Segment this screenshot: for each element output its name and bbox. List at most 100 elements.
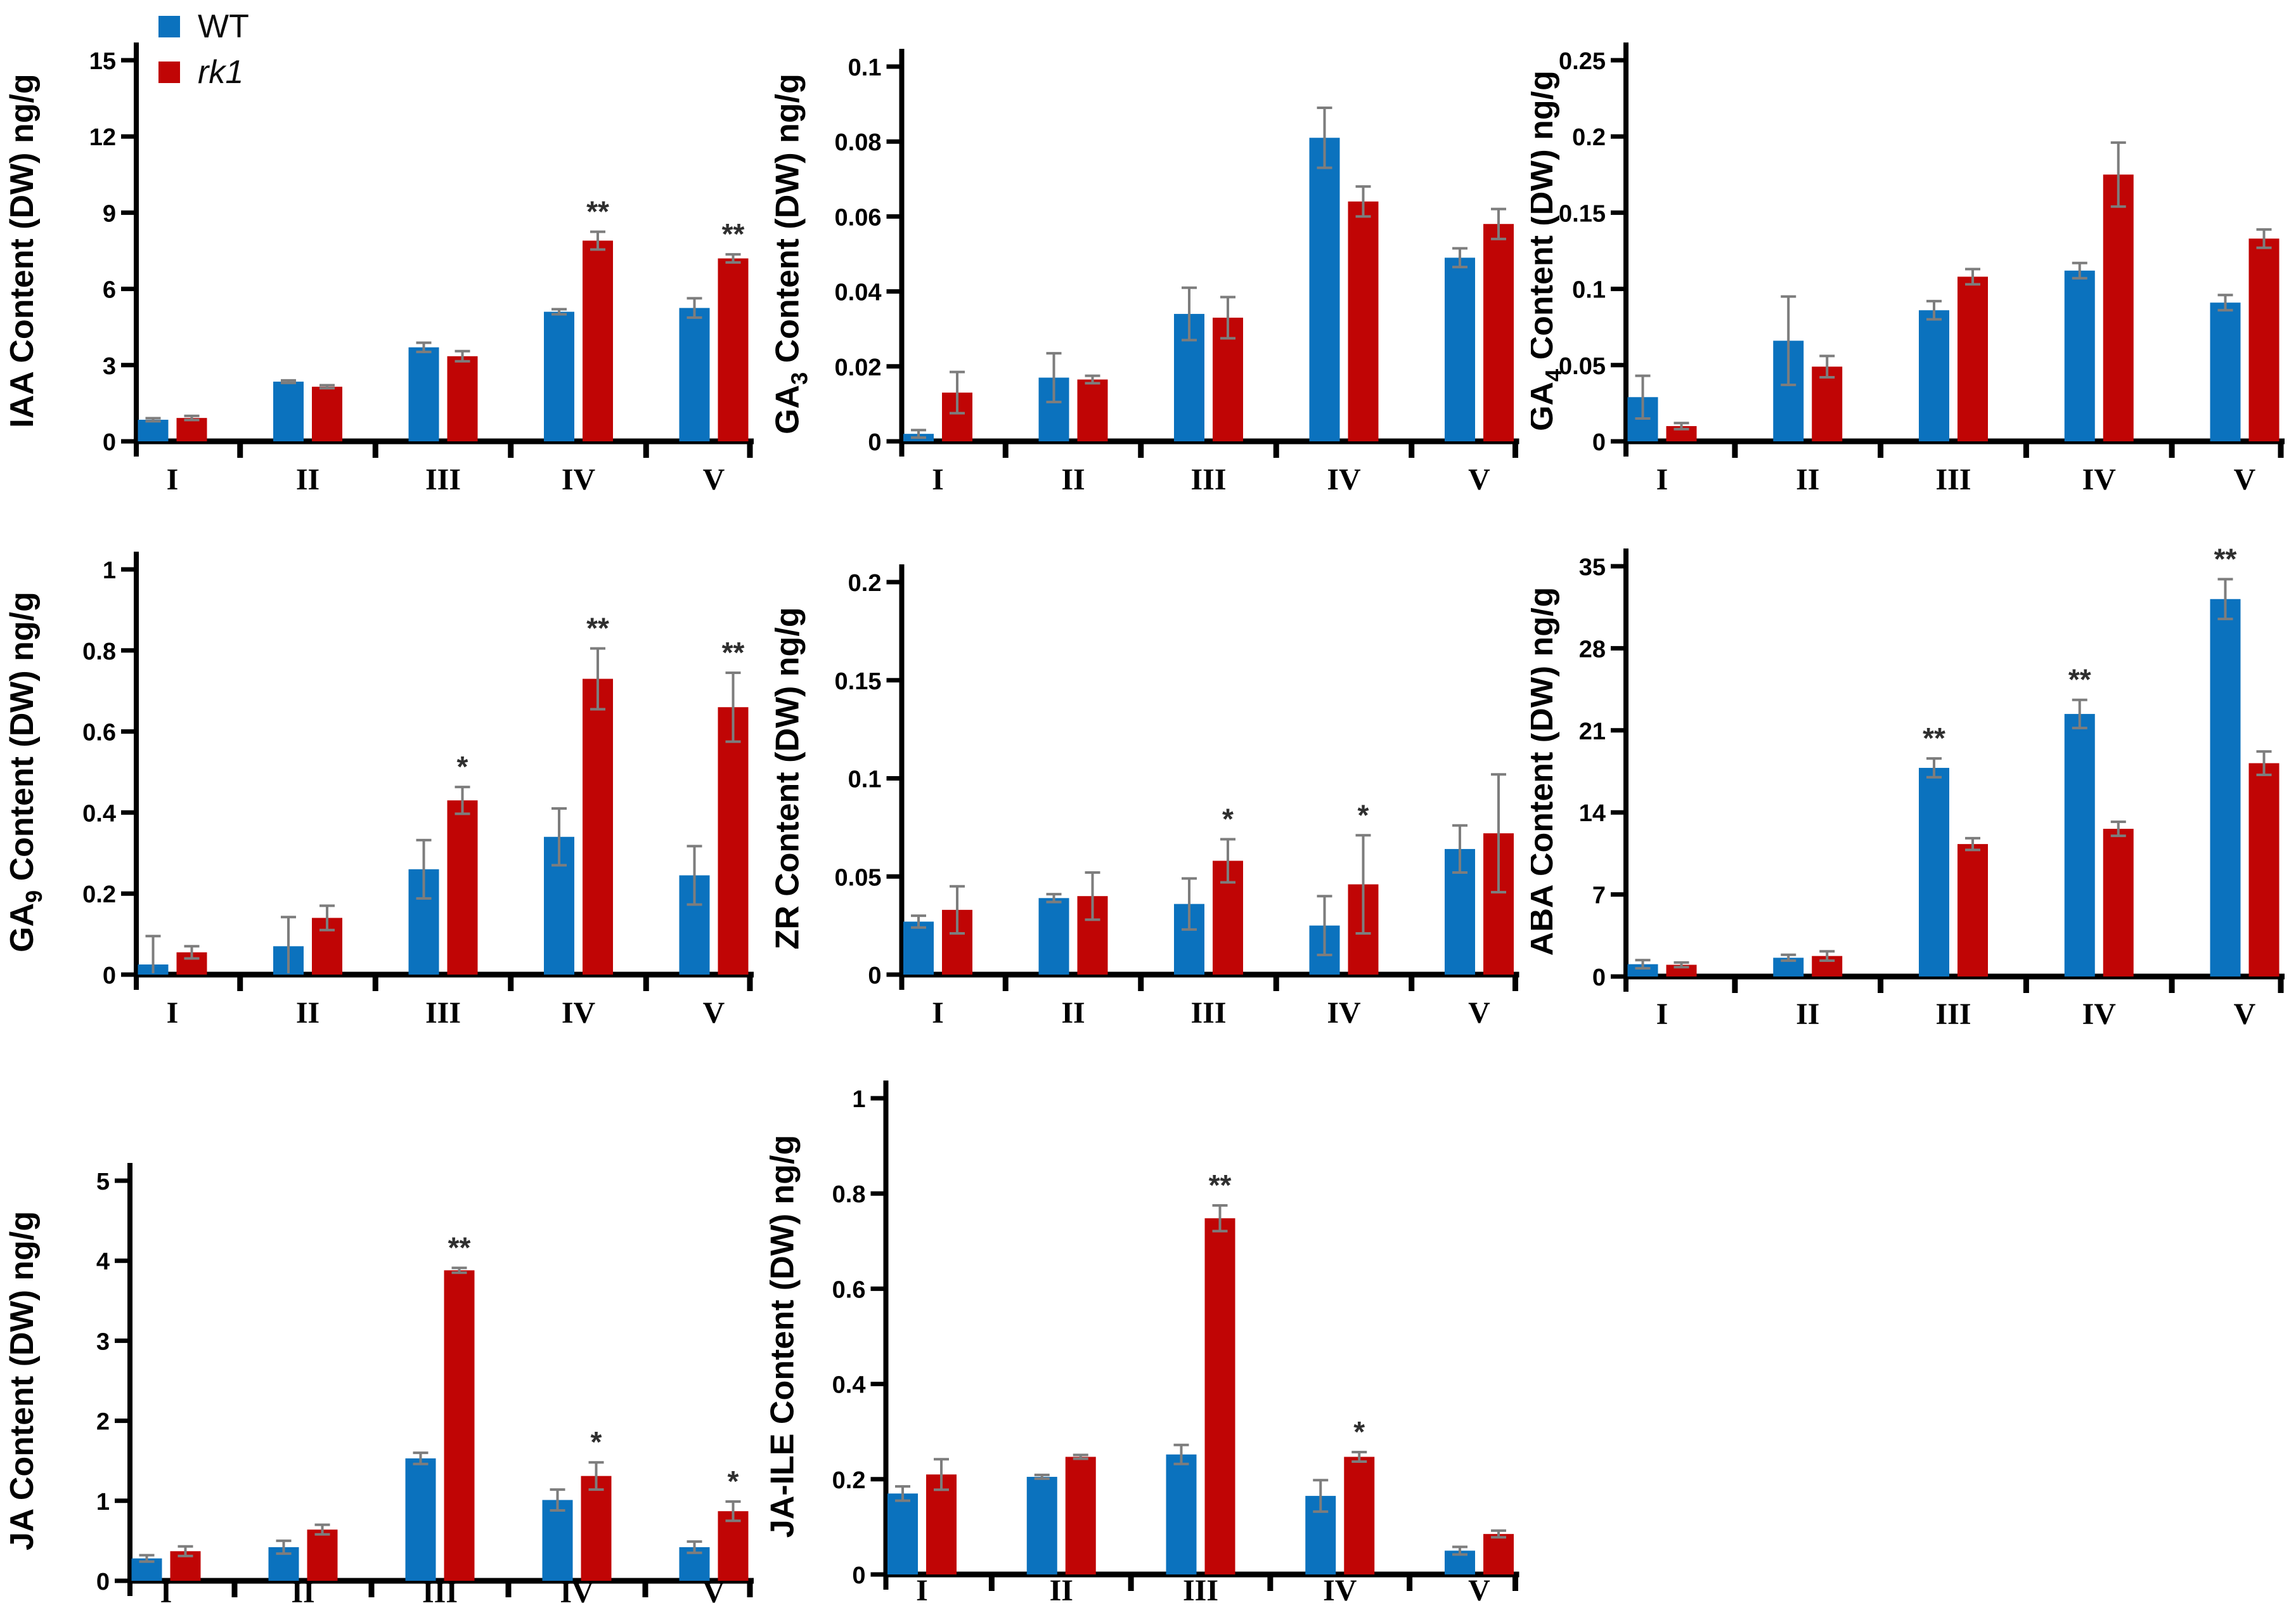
- y-tick-label: 0.8: [832, 1181, 866, 1208]
- bar-iaa-rk1-III: [447, 356, 478, 441]
- panel-iaa: WT rk1 0 3 6 9 12 15 I II III IV V IAA Content (DW)…: [0, 0, 765, 535]
- error-bar: [1085, 871, 1100, 921]
- error-bar: [725, 253, 741, 264]
- bar-ga4-rk1-III: [1957, 276, 1988, 441]
- error-bar: [1073, 1453, 1088, 1460]
- bar-ja_ile-rk1-V: [1483, 1534, 1514, 1574]
- significance-mark: *: [1358, 798, 1369, 831]
- y-tick-label: 35: [1579, 554, 1606, 581]
- error-bar: [1965, 268, 1980, 286]
- error-bar: [451, 1266, 467, 1275]
- y-tick-label: 0.15: [1559, 200, 1606, 227]
- y-tick-label: 3: [96, 1328, 110, 1355]
- error-bar: [950, 885, 965, 935]
- bar-ja_ile-wt-II: [1026, 1477, 1057, 1574]
- x-category-label: V: [703, 463, 725, 496]
- error-bar: [551, 807, 567, 867]
- x-category-label: I: [932, 996, 944, 1030]
- bar-zr-wt-II: [1038, 898, 1069, 975]
- y-tick-label: 0: [96, 1569, 110, 1595]
- x-category-label: V: [1468, 463, 1490, 496]
- y-tick-label: 0.4: [832, 1372, 866, 1399]
- panel-aba: 0 7 14 21 28 35 I II III IV V ABA Content (DW) ng/g…: [1531, 535, 2296, 1069]
- y-tick-label: 0.2: [848, 570, 882, 597]
- y-tick-label: 0.1: [1572, 277, 1606, 304]
- y-axis-label: JA-ILE Content (DW) ng/g: [765, 1135, 801, 1538]
- significance-mark: **: [448, 1231, 471, 1264]
- y-tick-label: 0: [1592, 964, 1606, 991]
- y-axis-label: JA Content (DW) ng/g: [4, 1211, 41, 1550]
- error-bar: [1965, 836, 1980, 852]
- error-bar: [588, 1461, 604, 1491]
- bar-zr-wt-I: [903, 921, 934, 975]
- error-bar: [1173, 1443, 1189, 1465]
- x-category-label: III: [425, 996, 461, 1030]
- error-bar: [1355, 185, 1371, 218]
- y-tick-label: 0: [103, 963, 116, 989]
- error-bar: [416, 341, 432, 353]
- error-bar: [1452, 824, 1467, 874]
- error-bar: [1491, 773, 1506, 894]
- y-tick-label: 0.2: [82, 881, 116, 908]
- error-bar: [455, 786, 470, 815]
- error-bar: [1819, 354, 1835, 379]
- bar-ga4-rk1-II: [1812, 367, 1843, 441]
- error-bar: [314, 1523, 330, 1536]
- panel-ja: 0 1 2 3 4 5 I II III IV V JA Content (DW) ng/g ** * *: [0, 1069, 765, 1603]
- error-bar: [590, 230, 605, 251]
- y-tick-label: 28: [1579, 636, 1606, 663]
- error-bar: [416, 838, 432, 900]
- y-tick-label: 1: [103, 557, 116, 584]
- error-bar: [911, 429, 926, 439]
- error-bar: [139, 1554, 155, 1563]
- x-category-label: III: [1190, 996, 1226, 1030]
- error-bar: [1491, 207, 1506, 240]
- y-tick-label: 0.04: [835, 280, 882, 306]
- error-bar: [1635, 959, 1651, 970]
- x-category-label: II: [1061, 996, 1085, 1030]
- significance-mark: **: [722, 217, 745, 250]
- x-category-label: II: [1796, 997, 1819, 1031]
- bar-ja-wt-III: [405, 1458, 436, 1581]
- error-bar: [2072, 261, 2087, 280]
- error-bar: [1351, 1450, 1367, 1463]
- error-bar: [177, 1545, 193, 1557]
- error-bar: [1212, 1204, 1228, 1233]
- y-tick-label: 4: [96, 1249, 110, 1275]
- x-category-label: IV: [562, 996, 596, 1030]
- error-bar: [319, 904, 335, 931]
- y-tick-label: 14: [1579, 800, 1606, 827]
- error-bar: [2072, 698, 2087, 730]
- legend-item-rk1: rk1: [158, 56, 249, 89]
- error-bar: [590, 647, 605, 711]
- error-bar: [145, 417, 161, 423]
- y-tick-label: 0.6: [82, 720, 116, 746]
- x-category-label: IV: [1327, 996, 1361, 1030]
- y-tick-label: 0: [868, 963, 881, 989]
- y-tick-label: 0.4: [82, 800, 116, 827]
- bar-aba-rk1-V: [2248, 763, 2280, 977]
- error-bar: [550, 1488, 565, 1512]
- y-tick-label: 0.8: [82, 639, 116, 665]
- bar-aba-rk1-IV: [2103, 829, 2134, 977]
- error-bar: [276, 1539, 292, 1555]
- y-tick-label: 5: [96, 1169, 110, 1195]
- y-axis-label: GA9 Content (DW) ng/g: [4, 592, 47, 952]
- bar-ga4-rk1-IV: [2103, 174, 2134, 441]
- x-category-label: IV: [1323, 1574, 1357, 1603]
- x-category-label: II: [1050, 1574, 1073, 1603]
- legend-label-rk1: rk1: [198, 54, 244, 91]
- bar-ga4-wt-V: [2210, 302, 2241, 441]
- error-bar: [1452, 247, 1467, 269]
- error-bar: [184, 945, 200, 960]
- panel-ga4: 0 0.05 0.1 0.15 0.2 0.25 I II III IV V GA4 Content …: [1531, 0, 2296, 535]
- error-bar: [319, 384, 335, 390]
- x-category-label: III: [1183, 1574, 1218, 1603]
- panel-ga9: 0 0.2 0.4 0.6 0.8 1 I II III IV V GA9 Content (DW) …: [0, 535, 765, 1069]
- bar-ja_ile-wt-III: [1166, 1454, 1197, 1574]
- significance-mark: *: [1222, 802, 1234, 835]
- bar-ja_ile-rk1-IV: [1344, 1457, 1375, 1574]
- error-bar: [1819, 950, 1835, 963]
- y-tick-label: 0.06: [835, 204, 882, 231]
- bar-ga3-wt-IV: [1309, 138, 1340, 442]
